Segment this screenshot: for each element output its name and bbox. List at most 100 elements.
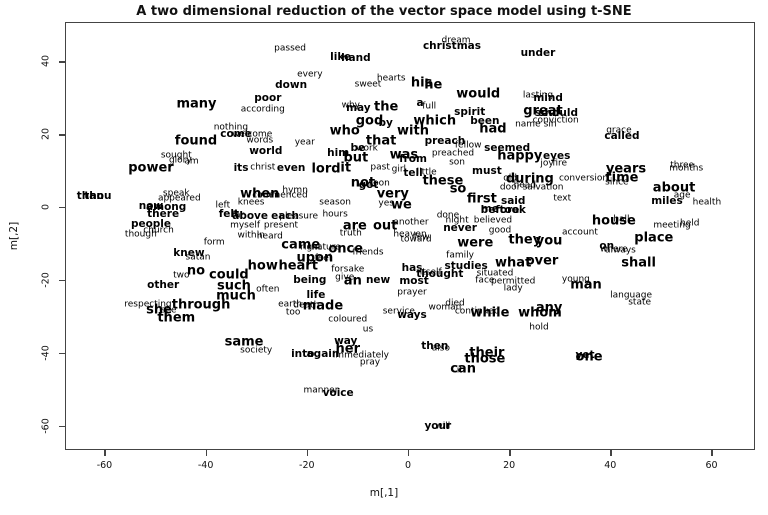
word-label: far xyxy=(231,210,245,221)
word-label: every xyxy=(297,69,323,80)
word-label: tell xyxy=(403,166,423,179)
y-tick-label: -20 xyxy=(40,272,52,288)
word-label: voice xyxy=(322,386,354,399)
word-label: night xyxy=(445,215,469,226)
word-label: being xyxy=(293,273,327,286)
word-label: seemed xyxy=(484,141,531,154)
word-label: sought xyxy=(160,150,192,161)
word-label: come xyxy=(220,127,252,140)
word-label: a xyxy=(416,96,424,109)
word-label: would xyxy=(456,86,501,102)
word-label: family xyxy=(446,250,474,261)
word-label: welcome xyxy=(232,129,273,140)
y-tick-mark xyxy=(59,279,65,282)
word-label: service xyxy=(382,306,415,317)
word-label: new xyxy=(365,273,391,286)
x-tick-mark xyxy=(509,450,511,456)
word-label: pray xyxy=(359,357,381,368)
word-label: while xyxy=(470,305,510,321)
word-label: other xyxy=(147,278,180,291)
x-tick-label: -60 xyxy=(96,460,113,471)
word-label: believed xyxy=(473,215,513,226)
word-label: said xyxy=(500,194,526,207)
word-label: nature xyxy=(311,242,341,253)
word-label: pleasure xyxy=(279,211,319,222)
word-label: form xyxy=(203,237,225,248)
word-label: whom xyxy=(518,305,562,321)
word-label: since xyxy=(605,177,629,188)
y-tick-label: 40 xyxy=(40,54,52,68)
x-tick-mark xyxy=(205,450,208,456)
word-label: people xyxy=(130,217,172,230)
word-label: woman xyxy=(428,302,462,313)
word-label: above xyxy=(232,209,269,222)
word-label: itself xyxy=(419,267,442,278)
y-tick-mark xyxy=(59,425,65,428)
word-label: yet xyxy=(575,348,595,361)
word-label: sweet xyxy=(354,79,382,90)
word-label: permitted xyxy=(490,276,536,287)
word-label: from xyxy=(399,152,427,165)
word-label: life xyxy=(306,288,326,301)
word-label: so xyxy=(449,181,467,197)
word-label: little xyxy=(416,167,437,178)
word-label: door xyxy=(499,182,521,193)
word-label: conviction xyxy=(532,115,579,126)
word-label: satan xyxy=(185,252,211,263)
word-label: right xyxy=(300,242,322,253)
word-label: thought xyxy=(416,267,464,280)
word-label: time xyxy=(605,170,639,186)
word-label: lady xyxy=(503,283,523,294)
word-label: fellow xyxy=(454,140,482,151)
word-label: they xyxy=(508,232,542,248)
x-tick-label: 20 xyxy=(503,460,516,471)
word-label: immediately xyxy=(332,350,390,361)
word-label: joy xyxy=(540,158,554,169)
word-label: men xyxy=(259,190,280,201)
word-label: yes xyxy=(378,198,394,209)
word-label: give xyxy=(335,272,355,283)
word-label: conversion xyxy=(558,173,609,184)
word-label: heart xyxy=(278,258,318,274)
word-label: manner xyxy=(303,385,339,396)
word-label: been xyxy=(470,114,500,127)
y-axis-title: m[,2] xyxy=(8,221,20,251)
word-label: should xyxy=(538,106,578,119)
word-label: under xyxy=(520,46,556,59)
word-label: see xyxy=(160,305,177,316)
word-label: christmas xyxy=(422,39,481,52)
word-label: knew xyxy=(173,246,205,259)
word-label: power xyxy=(128,160,174,176)
word-label: into xyxy=(291,347,315,360)
word-label: two xyxy=(173,270,190,281)
word-label: him xyxy=(327,146,350,159)
word-label: will xyxy=(435,421,451,432)
word-label: why xyxy=(341,100,360,111)
word-label: continued xyxy=(454,306,500,317)
word-label: feel xyxy=(314,253,332,264)
x-tick-mark xyxy=(610,450,612,456)
word-label: mind xyxy=(533,91,563,104)
word-label: place xyxy=(634,230,674,246)
word-label: your xyxy=(424,419,452,432)
word-label: on xyxy=(599,239,615,252)
word-label: years xyxy=(605,161,647,177)
word-label: earth xyxy=(278,299,303,310)
word-label: hall xyxy=(613,214,630,225)
word-label: like xyxy=(330,50,352,63)
word-label: account xyxy=(562,227,598,238)
word-label: language xyxy=(610,290,652,301)
word-label: often xyxy=(256,284,280,295)
word-label: called xyxy=(604,129,640,142)
word-label: always xyxy=(604,245,636,256)
word-label: she xyxy=(146,302,172,318)
word-label: can xyxy=(450,361,476,377)
word-label: hearts xyxy=(376,73,406,84)
word-label: state xyxy=(628,297,652,308)
word-label: preach xyxy=(424,134,466,147)
word-label: friends xyxy=(352,247,384,258)
word-label: too xyxy=(285,307,301,318)
word-label: must xyxy=(472,164,502,177)
x-tick-mark xyxy=(104,450,106,456)
word-label: very xyxy=(376,186,409,202)
